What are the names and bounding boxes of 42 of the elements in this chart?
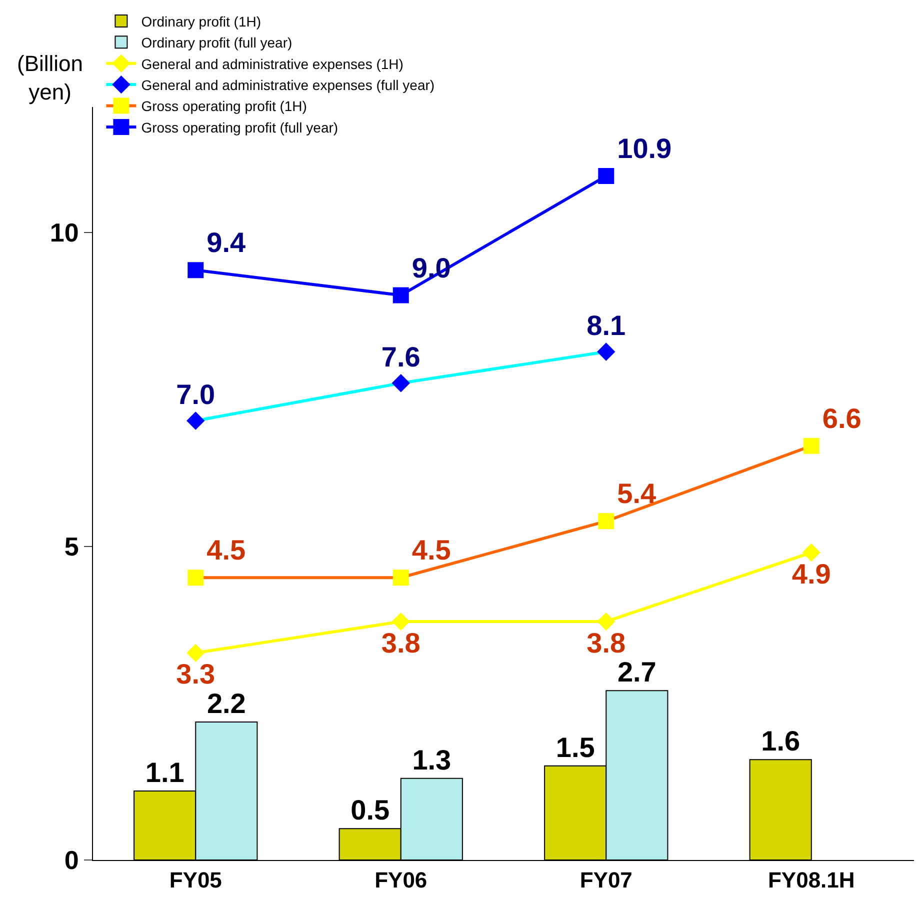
point [186, 644, 205, 662]
data-label: 1.5 [556, 732, 595, 763]
y-tick-label: 5 [64, 531, 79, 562]
data-label: 7.6 [381, 341, 420, 372]
data-label: 2.2 [206, 688, 246, 719]
point [597, 612, 616, 631]
legend-label: Gross operating profit (full year) [141, 119, 338, 136]
data-label: 3.8 [586, 627, 626, 658]
point [188, 262, 204, 278]
point [392, 612, 410, 631]
data-label: 4.5 [206, 534, 246, 566]
data-label: 5.4 [617, 478, 656, 510]
x-tick-label: FY08.1H [768, 867, 855, 892]
data-label: 4.9 [792, 558, 831, 590]
y-tick-label: 0 [64, 845, 79, 876]
data-label: 1.1 [145, 756, 184, 788]
y-tick-label: 10 [50, 218, 79, 248]
x-tick-label: FY06 [374, 867, 428, 892]
data-label: 9.0 [412, 252, 451, 284]
y-axis-title: (Billion yen) [17, 51, 84, 105]
legend-label: Ordinary profit (1H) [141, 13, 262, 30]
point [802, 543, 820, 562]
x-tick-label: FY05 [169, 867, 222, 892]
data-label: 9.4 [206, 227, 246, 258]
data-label: 4.5 [412, 534, 451, 566]
data-label: 2.7 [617, 656, 656, 688]
data-label: 7.0 [176, 379, 216, 410]
data-label: 0.5 [350, 794, 390, 826]
data-label: 6.6 [822, 402, 862, 434]
x-tick-label: FY07 [580, 867, 632, 892]
legend-label: Gross operating profit (1H) [141, 98, 307, 114]
data-label: 10.9 [617, 133, 672, 164]
data-label: 3.3 [176, 658, 216, 690]
data-label: 3.8 [381, 627, 420, 658]
legend-label: Ordinary profit (full year) [141, 34, 292, 51]
legend-label: General and administrative expenses (1H) [141, 56, 404, 72]
point [598, 168, 614, 184]
legend-label: General and administrative expenses (full year) [141, 77, 435, 94]
data-label: 8.1 [586, 310, 626, 341]
point [392, 287, 409, 304]
data-label: 1.6 [761, 726, 800, 757]
data-label: 1.3 [412, 744, 452, 776]
